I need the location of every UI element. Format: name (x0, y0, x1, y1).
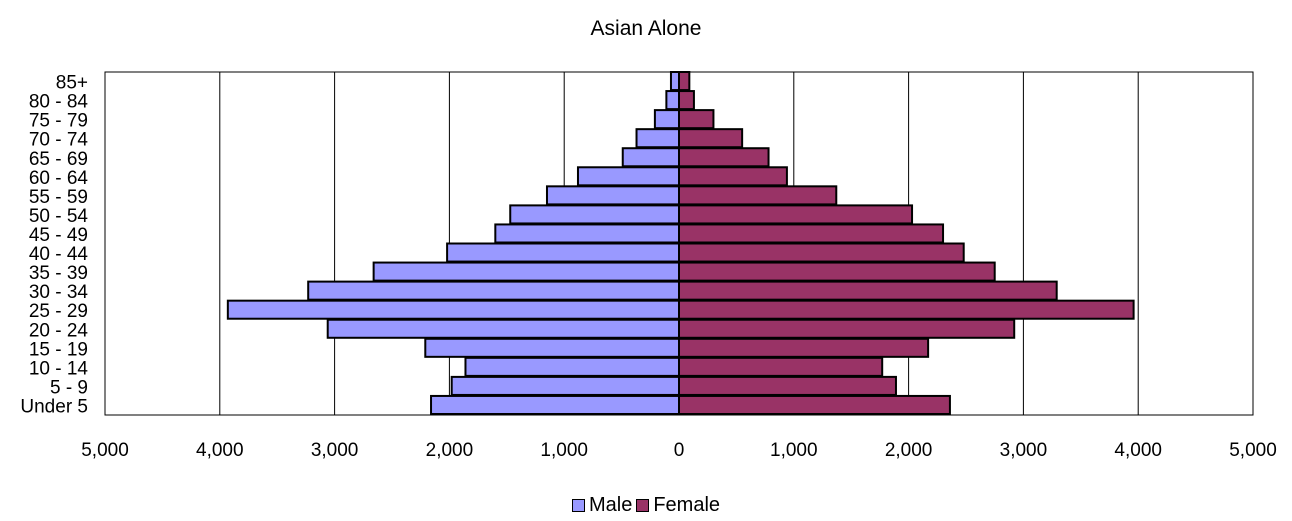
bar-female (678, 204, 914, 225)
y-tick-label: 5 - 9 (50, 377, 88, 398)
bar-female (678, 356, 884, 377)
bar-female (678, 166, 788, 187)
bar-female (678, 147, 770, 168)
bar-male (665, 90, 681, 111)
y-tick-label: 60 - 64 (29, 168, 89, 189)
bar-male (545, 185, 680, 206)
x-tick-label: 1,000 (770, 440, 818, 461)
y-tick-label: Under 5 (20, 396, 88, 417)
y-tick-label: 40 - 44 (29, 244, 89, 265)
bar-female (678, 109, 715, 130)
bar-female (678, 299, 1135, 320)
x-tick-label: 3,000 (311, 440, 359, 461)
bar-male (450, 375, 681, 396)
legend-swatch-male (571, 499, 585, 512)
bar-male (226, 299, 680, 320)
y-tick-label: 35 - 39 (29, 263, 88, 284)
x-tick-label: 2,000 (885, 440, 933, 461)
y-tick-label: 65 - 69 (29, 149, 88, 170)
legend-label-female: Female (653, 494, 721, 516)
bar-male (372, 261, 680, 282)
bar-male (653, 109, 681, 130)
bar-male (307, 280, 680, 301)
y-tick-label: 75 - 79 (29, 111, 88, 132)
y-tick-label: 15 - 19 (29, 339, 88, 360)
bar-male (464, 356, 680, 377)
x-tick-label: 5,000 (1229, 440, 1277, 461)
bar-male (326, 318, 680, 339)
legend-item-male: Male (571, 494, 633, 517)
bar-female (678, 375, 897, 396)
bar-female (678, 71, 691, 92)
bar-female (678, 280, 1058, 301)
bar-male (424, 337, 680, 358)
bar-male (669, 71, 680, 92)
bar-female (678, 223, 945, 244)
y-tick-label: 45 - 49 (29, 225, 88, 246)
bar-male (509, 204, 680, 225)
bar-female (678, 337, 930, 358)
y-tick-label: 30 - 34 (29, 282, 89, 303)
bar-male (494, 223, 680, 244)
x-tick-label: 4,000 (1114, 440, 1162, 461)
y-tick-label: 70 - 74 (29, 130, 89, 151)
y-tick-label: 55 - 59 (29, 187, 88, 208)
legend-item-female: Female (636, 494, 720, 517)
y-tick-label: 50 - 54 (29, 206, 89, 227)
bar-female (678, 242, 965, 263)
bar-female (678, 90, 695, 111)
bar-male (635, 128, 680, 149)
bar-male (576, 166, 681, 187)
bar-female (678, 394, 951, 416)
x-tick-label: 1,000 (540, 440, 588, 461)
bar-male (621, 147, 680, 168)
x-tick-label: 3,000 (1000, 440, 1048, 461)
x-tick-label: 5,000 (81, 440, 129, 461)
bar-female (678, 185, 838, 206)
legend: Male Female (0, 494, 1292, 517)
y-tick-label: 85+ (56, 73, 88, 94)
y-tick-label: 25 - 29 (29, 301, 88, 322)
x-tick-label: 0 (674, 440, 685, 461)
bar-male (446, 242, 680, 263)
y-tick-label: 80 - 84 (29, 92, 89, 113)
chart-title: Asian Alone (590, 17, 702, 40)
y-tick-label: 20 - 24 (29, 320, 89, 341)
y-tick-label: 10 - 14 (29, 358, 89, 379)
bar-female (678, 261, 996, 282)
legend-label-male: Male (588, 494, 633, 516)
bar-female (678, 128, 744, 149)
x-tick-label: 4,000 (196, 440, 244, 461)
bar-female (678, 318, 1016, 339)
legend-swatch-female (636, 499, 650, 512)
x-tick-labels: 5,000 4,000 3,000 2,000 1,000 0 1,000 2,000 3,00… (81, 440, 1277, 461)
bar-male (430, 394, 681, 416)
x-tick-label: 2,000 (426, 440, 474, 461)
bars (226, 71, 1135, 416)
